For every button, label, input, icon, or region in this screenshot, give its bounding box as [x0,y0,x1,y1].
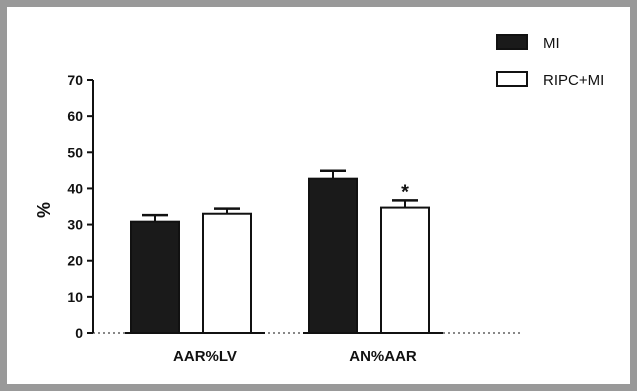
y-tick-label: 10 [67,289,83,305]
legend: MI RIPC+MI [496,34,604,89]
y-tick-label: 40 [67,180,83,196]
annotations: * [401,181,409,203]
x-category-label: AAR%LV [173,348,237,365]
y-tick-label: 50 [67,144,83,160]
legend-label: MI [543,35,560,52]
bars [130,169,430,335]
bar-mi-aar-lv [130,220,180,334]
y-tick-label: 70 [67,72,83,88]
y-tick-label: 30 [67,217,83,233]
y-tick-label: 0 [75,325,83,341]
x-axis: AAR%LV AN%AAR [93,332,522,365]
bar-mi-an-aar [308,177,358,334]
legend-swatch-ripc-mi [496,71,528,87]
y-tick-label: 60 [67,108,83,124]
y-tick-label: 20 [67,253,83,269]
y-axis-label: % [34,202,54,218]
y-axis: 0 10 20 30 40 50 60 70 [67,72,94,341]
bar-ripc-mi-aar-lv [202,212,252,335]
bar-ripc-mi-an-aar [380,206,430,334]
legend-label: RIPC+MI [543,72,604,89]
significance-asterisk: * [401,181,409,203]
legend-swatch-mi [496,34,528,50]
x-category-label: AN%AAR [349,348,417,365]
